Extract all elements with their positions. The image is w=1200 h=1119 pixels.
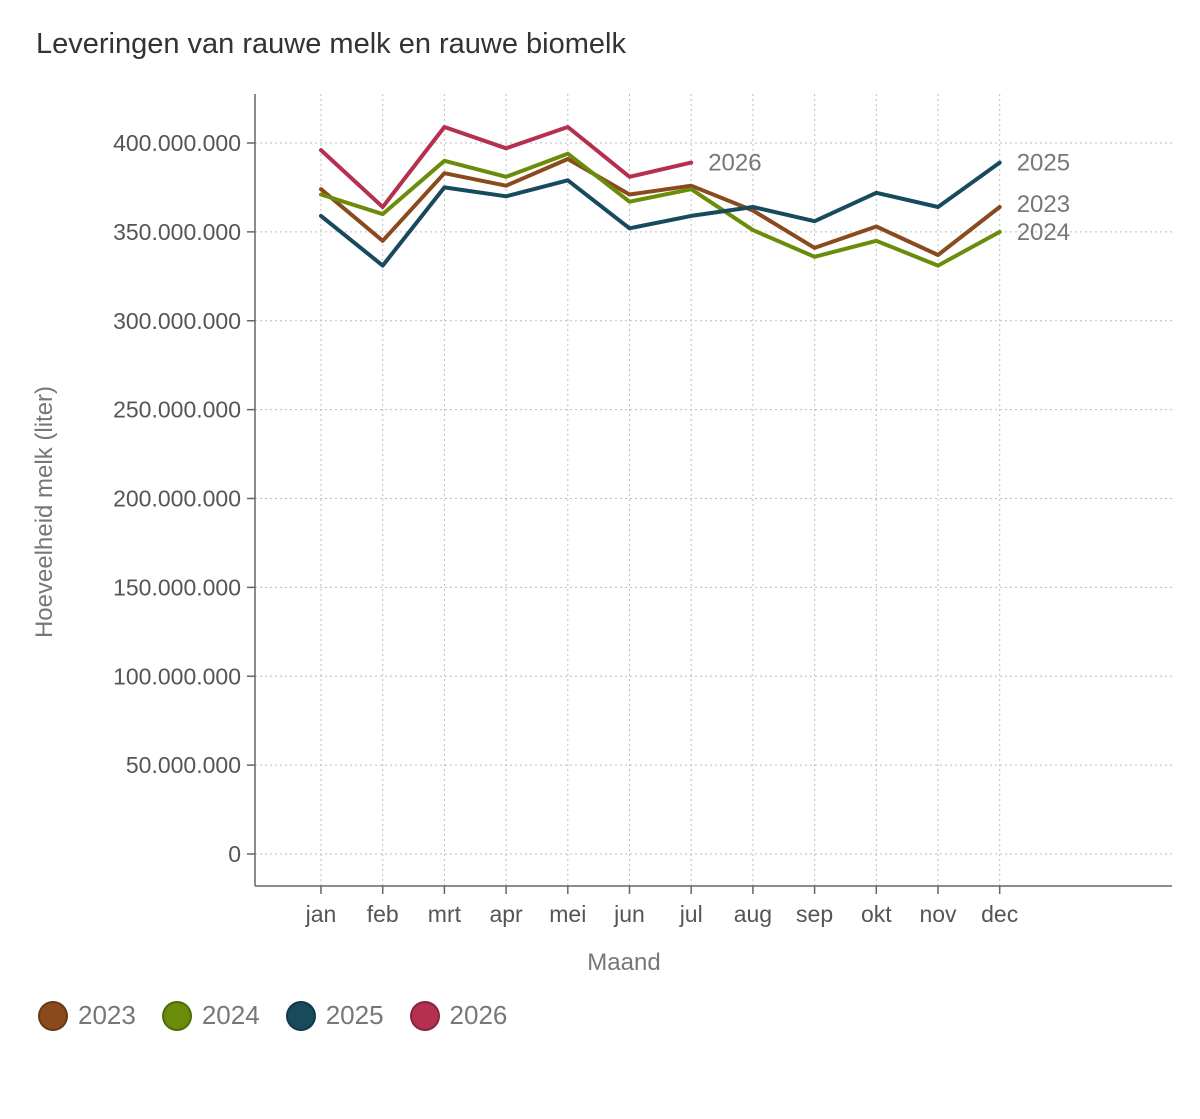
x-tick-label: feb [367,901,399,927]
y-tick-label: 350.000.000 [113,219,241,245]
x-tick-label: mrt [428,901,462,927]
line-chart: 0 50.000.000 100.000.000 150.000.000 200.000… [31,94,1172,976]
legend-item-2026: 2026 [409,1000,508,1031]
x-tick-label: okt [861,901,892,927]
y-tick-label: 400.000.000 [113,130,241,156]
legend-label: 2024 [201,1000,260,1030]
series-end-label-2026: 2026 [708,150,761,177]
y-tick-label: 0 [228,841,241,867]
y-tick-label: 250.000.000 [113,397,241,423]
series-line-2026 [319,125,694,209]
y-tick-label: 200.000.000 [113,486,241,512]
x-tick-label: mei [549,901,586,927]
series-end-label-2023: 2023 [1017,191,1070,218]
x-tick-label: dec [981,901,1018,927]
x-tick-label: jun [613,901,645,927]
x-axis-title: Maand [587,949,660,976]
legend: 2023 2024 2025 2026 [38,1000,507,1031]
x-tick-label: sep [796,901,833,927]
legend-label: 2026 [449,1000,508,1030]
x-tick-label: jan [305,901,337,927]
series-line-2025 [319,160,1002,268]
x-tick-label: jul [679,901,703,927]
series-end-label-2025: 2025 [1017,150,1070,177]
series-end-label-2024: 2024 [1017,219,1070,246]
y-tick-label: 300.000.000 [113,308,241,334]
legend-swatch [38,1000,68,1031]
legend-item-2025: 2025 [285,1000,384,1031]
legend-label: 2023 [78,1000,136,1030]
x-tick-label: nov [919,901,957,927]
legend-swatch [161,1000,192,1031]
series-line-2024 [319,151,1002,268]
y-tick-label: 150.000.000 [113,574,241,600]
series-line-2023 [319,157,1002,257]
series-lines [319,125,1002,268]
y-tick-label: 100.000.000 [113,663,241,689]
x-tick-label: apr [489,901,523,927]
legend-swatch [285,1000,316,1031]
legend-item-2023: 2023 [38,1000,136,1031]
legend-item-2024: 2024 [161,1000,260,1031]
y-tick-label: 50.000.000 [126,752,241,778]
x-tick-label: aug [734,901,772,927]
legend-swatch [409,1000,440,1031]
legend-label: 2025 [325,1000,384,1030]
y-axis-title: Hoeveelheid melk (liter) [31,386,58,638]
grid [255,94,1172,886]
axes: 0 50.000.000 100.000.000 150.000.000 200.000… [113,94,1172,927]
chart-title: Leveringen van rauwe melk en rauwe biome… [36,28,626,60]
